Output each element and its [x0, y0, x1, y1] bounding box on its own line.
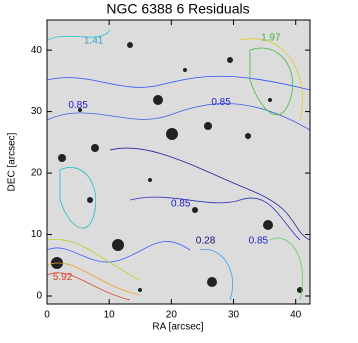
contour-label: 0.85: [171, 198, 191, 209]
y-tick-label: 40: [31, 45, 43, 56]
x-tick-label: 40: [290, 310, 302, 321]
image-background: [47, 20, 310, 304]
contour-label: 1.41: [84, 36, 104, 47]
x-axis-label: RA [arcsec]: [152, 322, 203, 333]
y-tick-label: 30: [31, 106, 43, 117]
y-tick-label: 0: [36, 291, 42, 302]
contour-label: 0.85: [249, 235, 269, 246]
x-tick-label: 10: [104, 310, 116, 321]
contour-label: 1.97: [261, 32, 281, 43]
y-tick-label: 10: [31, 229, 43, 240]
contour-label: 0.28: [196, 235, 216, 246]
stars: [51, 42, 303, 293]
y-axis-label: DEC [arcsec]: [7, 132, 18, 191]
contour-lines: [47, 29, 310, 301]
chart-title: NGC 6388 6 Residuals: [106, 1, 249, 17]
plot-frame: [46, 19, 311, 305]
x-tick-label: 0: [44, 310, 50, 321]
contour-label: 0.85: [211, 97, 231, 108]
image: [47, 29, 310, 301]
x-tick-label: 20: [166, 310, 178, 321]
contour-label: 5.92: [53, 272, 73, 283]
x-tick-label: 30: [228, 310, 240, 321]
y-tick-label: 20: [31, 168, 43, 179]
contour-label: 0.85: [68, 100, 88, 111]
